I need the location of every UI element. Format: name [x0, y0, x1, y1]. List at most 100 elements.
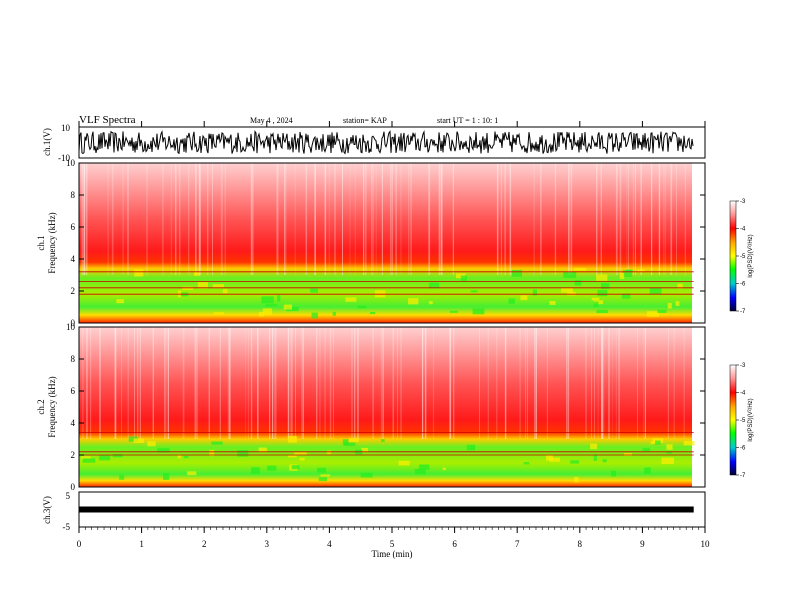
spectrogram-hiss-patch	[133, 438, 145, 443]
spectrogram-streak	[196, 327, 198, 439]
spectrogram-hiss-patch	[370, 311, 376, 315]
spectrogram-streak	[134, 327, 135, 439]
spectrogram-hiss-patch	[666, 451, 672, 454]
spectrogram-hiss-patch	[157, 448, 170, 453]
spectrogram-hiss-patch	[472, 308, 485, 315]
spectrogram-streak	[86, 163, 88, 275]
spectrogram-hiss-patch	[563, 271, 577, 278]
spectrogram-streak	[121, 327, 122, 439]
spectrogram-streak	[277, 163, 279, 275]
spectrogram-streak	[452, 163, 454, 275]
spectrogram-streak	[179, 163, 181, 275]
colorbar-tick-label: -3	[740, 199, 746, 205]
spectrogram-hiss-patch	[213, 312, 224, 315]
spectrogram-hiss-patch	[600, 282, 610, 290]
spectrogram-streak	[82, 327, 84, 439]
spectrogram-streak	[252, 163, 254, 275]
spectrogram-hiss-patch	[642, 448, 651, 451]
frequency-tick-label: 0	[71, 482, 76, 492]
spectrogram-hiss-patch	[116, 299, 124, 304]
spectrogram-streak	[349, 163, 351, 275]
spectrogram-streak	[392, 327, 394, 439]
spectrogram-streak	[615, 327, 617, 439]
spectrogram-streak	[628, 163, 629, 275]
spectrogram-hiss-patch	[381, 439, 385, 442]
spectrogram-hiss-patch	[119, 474, 125, 480]
spectrogram-streak	[658, 163, 661, 275]
spectrogram-streak	[670, 163, 673, 275]
ch1-colorbar-label: log(PSD)(V²/Hz)	[748, 234, 754, 277]
spectrogram-streak	[554, 163, 557, 275]
spectrogram-streak	[594, 327, 595, 439]
ch1-colorbar-ticks: -3 -4 -5 -6 -7	[736, 199, 746, 315]
spectrogram-hiss-patch	[408, 298, 419, 305]
ch1-narrowband-lines	[79, 271, 694, 295]
spectrogram-streak	[306, 163, 308, 275]
ch3-ytick-bottom: -5	[63, 522, 71, 532]
spectrogram-hiss-patch	[619, 272, 625, 279]
spectrogram-hiss-patch	[99, 455, 111, 461]
ch2-frequency-axis-label: Frequency (kHz)	[47, 376, 57, 437]
colorbar-tick-label: -6	[740, 282, 746, 288]
spectrogram-streak	[194, 327, 196, 439]
spectrogram-streak	[428, 163, 431, 275]
spectrogram-streak	[305, 163, 307, 275]
spectrogram-streak	[439, 163, 441, 275]
spectrogram-streak	[519, 327, 521, 439]
spectrogram-hiss-patch	[675, 301, 680, 306]
spectrogram-streak	[453, 327, 455, 439]
spectrogram-hiss-patch	[593, 301, 599, 307]
spectrogram-hiss-patch	[449, 310, 458, 313]
time-tick-label: 1	[139, 539, 144, 549]
spectrogram-streak	[127, 163, 129, 275]
spectrogram-streak	[534, 327, 536, 439]
spectrogram-hiss-patch	[637, 269, 645, 272]
spectrogram-streak	[207, 163, 209, 275]
spectrogram-streak	[540, 163, 542, 275]
spectrogram-hiss-patch	[442, 467, 446, 471]
spectrogram-streak	[643, 327, 645, 439]
spectrogram-hiss-patch	[360, 472, 373, 478]
spectrogram-streak	[400, 163, 402, 275]
spectrogram-hiss-patch	[287, 455, 297, 458]
spectrogram-hiss-patch	[283, 304, 292, 310]
spectrogram-streak	[208, 327, 210, 439]
spectrogram-streak	[619, 163, 622, 275]
colorbar-tick-label: -3	[740, 363, 746, 369]
frequency-tick-label: 6	[71, 222, 76, 232]
spectrogram-streak	[170, 163, 172, 275]
spectrogram-streak	[195, 163, 197, 275]
spectrogram-streak	[167, 327, 169, 439]
spectrogram-streak	[272, 327, 274, 439]
spectrogram-streak	[566, 327, 567, 439]
spectrogram-streak	[684, 163, 686, 275]
spectrogram-streak	[291, 327, 293, 439]
spectrogram-hiss-patch	[593, 454, 597, 461]
spectrogram-hiss-patch	[320, 474, 331, 477]
spectrogram-hiss-patch	[549, 457, 560, 462]
spectrogram-streak	[626, 163, 628, 275]
spectrogram-streak	[295, 327, 296, 439]
spectrogram-hiss-patch	[267, 465, 277, 471]
start-ut-label: start UT = 1 : 10: 1	[437, 116, 498, 125]
spectrogram-streak	[269, 327, 271, 439]
spectrogram-streak	[566, 327, 568, 439]
spectrogram-hiss-patch	[163, 473, 170, 480]
spectrogram-hiss-patch	[311, 312, 318, 319]
frequency-tick-label: 2	[71, 286, 76, 296]
time-tick-label: 8	[578, 539, 583, 549]
frequency-tick-label: 4	[71, 418, 76, 428]
spectrogram-streak	[645, 327, 646, 439]
spectrogram-hiss-patch	[428, 282, 440, 289]
time-tick-label: 5	[390, 539, 395, 549]
spectrogram-hiss-patch	[222, 289, 228, 294]
spectrogram-streak	[152, 327, 154, 439]
frequency-tick-label: 8	[71, 190, 76, 200]
spectrogram-hiss-patch	[532, 289, 537, 296]
spectrogram-hiss-patch	[342, 439, 349, 446]
spectrogram-streak	[291, 327, 292, 439]
spectrogram-streak	[84, 163, 86, 275]
spectrogram-streak	[591, 327, 592, 439]
spectrogram-hiss-patch	[212, 284, 224, 288]
spectrogram-hiss-patch	[398, 460, 410, 466]
